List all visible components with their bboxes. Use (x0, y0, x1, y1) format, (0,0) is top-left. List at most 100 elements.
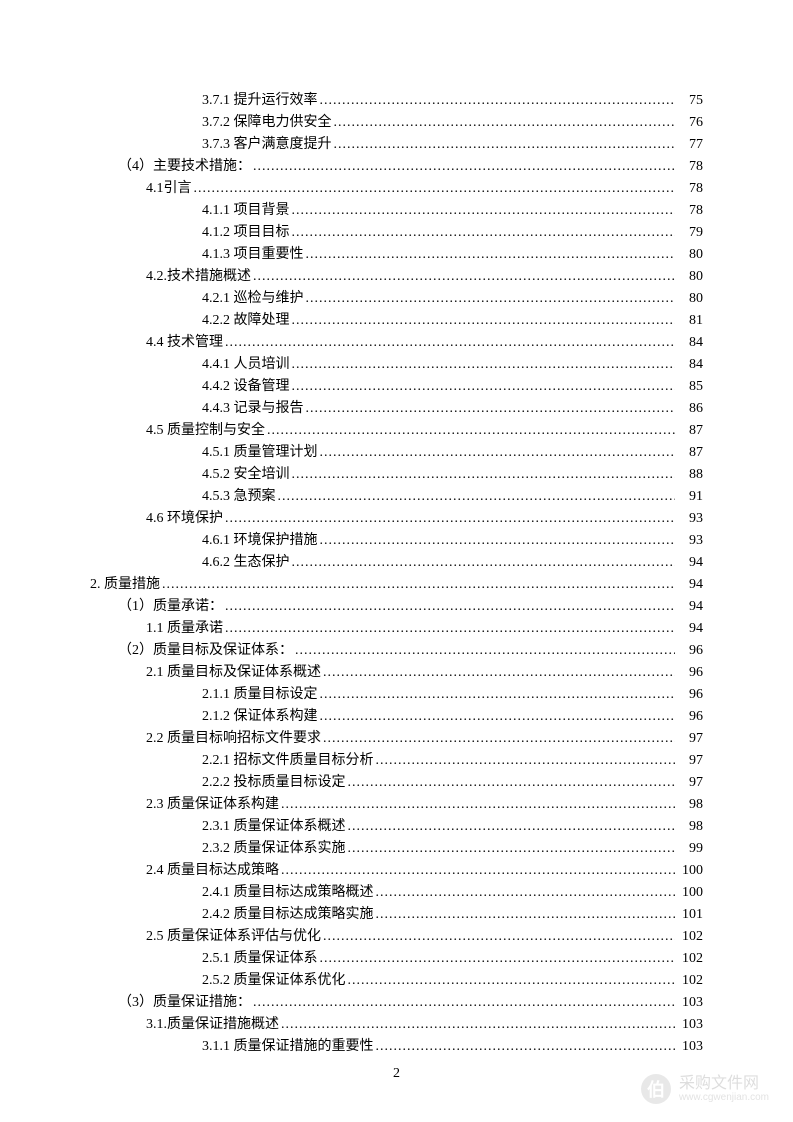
toc-page: 102 (675, 926, 703, 948)
toc-page: 80 (675, 266, 703, 288)
toc-row: 4.5 质量控制与安全87 (90, 420, 703, 442)
toc-label: 2.1.2 保证体系构建 (202, 706, 318, 728)
watermark-icon: 伯 (641, 1074, 671, 1104)
toc-leader-dots (251, 266, 675, 288)
toc-page: 97 (675, 750, 703, 772)
toc-leader-dots (304, 288, 676, 310)
toc-leader-dots (304, 398, 676, 420)
toc-leader-dots (290, 552, 676, 574)
toc-row: 4.5.2 安全培训88 (90, 464, 703, 486)
toc-label: （3）质量保证措施： (118, 992, 251, 1014)
toc-leader-dots (223, 596, 675, 618)
toc-label: 4.2.1 巡检与维护 (202, 288, 304, 310)
toc-row: 3.1.1 质量保证措施的重要性103 (90, 1036, 703, 1058)
toc-leader-dots (374, 1036, 676, 1058)
toc-label: 2.4.1 质量目标达成策略概述 (202, 882, 374, 904)
watermark-text-block: 采购文件网 www.cgwenjian.com (679, 1075, 769, 1104)
toc-label: 4.2.2 故障处理 (202, 310, 290, 332)
toc-row: 2.3.1 质量保证体系概述98 (90, 816, 703, 838)
toc-row: 2.5.1 质量保证体系102 (90, 948, 703, 970)
toc-row: 4.4.2 设备管理85 (90, 376, 703, 398)
toc-label: 2.1 质量目标及保证体系概述 (146, 662, 321, 684)
toc-row: 4.2.1 巡检与维护 80 (90, 288, 703, 310)
watermark-url: www.cgwenjian.com (679, 1092, 769, 1103)
toc-row: 4.6.2 生态保护 94 (90, 552, 703, 574)
toc-leader-dots (223, 332, 675, 354)
toc-page: 91 (675, 486, 703, 508)
toc-page: 87 (675, 442, 703, 464)
toc-leader-dots (318, 530, 676, 552)
toc-page: 86 (675, 398, 703, 420)
toc-label: 2.1.1 质量目标设定 (202, 684, 318, 706)
toc-page: 78 (675, 200, 703, 222)
toc-label: 2.2 质量目标响招标文件要求 (146, 728, 321, 750)
toc-page: 85 (675, 376, 703, 398)
toc-page: 76 (675, 112, 703, 134)
toc-label: 2.3.1 质量保证体系概述 (202, 816, 346, 838)
toc-row: （1）质量承诺： 94 (90, 596, 703, 618)
toc-page: 94 (675, 552, 703, 574)
toc-leader-dots (318, 90, 676, 112)
toc-row: 3.7.1 提升运行效率75 (90, 90, 703, 112)
toc-page: 88 (675, 464, 703, 486)
toc-label: 2.3.2 质量保证体系实施 (202, 838, 346, 860)
toc-row: 4.4 技术管理84 (90, 332, 703, 354)
toc-leader-dots (332, 112, 676, 134)
toc-row: 2.4.2 质量目标达成策略实施101 (90, 904, 703, 926)
toc-label: （2）质量目标及保证体系： (118, 640, 293, 662)
toc-page: 97 (675, 728, 703, 750)
toc-label: 4.4.1 人员培训 (202, 354, 290, 376)
toc-page: 100 (675, 860, 703, 882)
toc-row: 2.3 质量保证体系构建98 (90, 794, 703, 816)
toc-label: （1）质量承诺： (118, 596, 223, 618)
toc-label: 4.6.2 生态保护 (202, 552, 290, 574)
toc-row: 1.1 质量承诺94 (90, 618, 703, 640)
toc-row: 2. 质量措施94 (90, 574, 703, 596)
toc-leader-dots (279, 1014, 675, 1036)
toc-leader-dots (192, 178, 676, 200)
toc-label: 4.5.1 质量管理计划 (202, 442, 318, 464)
toc-row: 3.7.3 客户满意度提升77 (90, 134, 703, 156)
toc-label: 3.7.3 客户满意度提升 (202, 134, 332, 156)
toc-leader-dots (374, 882, 676, 904)
toc-row: 2.2.1 招标文件质量目标分析97 (90, 750, 703, 772)
toc-leader-dots (279, 794, 675, 816)
toc-row: 2.4 质量目标达成策略 100 (90, 860, 703, 882)
toc-page: 96 (675, 640, 703, 662)
toc-row: 4.4.3 记录与报告86 (90, 398, 703, 420)
toc-label: 4.2.技术措施概述 (146, 266, 251, 288)
toc-label: 3.7.2 保障电力供安全 (202, 112, 332, 134)
toc-row: 4.5.3 急预案91 (90, 486, 703, 508)
toc-page: 99 (675, 838, 703, 860)
toc-row: 2.2.2 投标质量目标设定97 (90, 772, 703, 794)
toc-label: 2.4 质量目标达成策略 (146, 860, 279, 882)
toc-row: 2.2 质量目标响招标文件要求 97 (90, 728, 703, 750)
toc-leader-dots (265, 420, 675, 442)
toc-page: 84 (675, 332, 703, 354)
toc-row: 4.1.3 项目重要性80 (90, 244, 703, 266)
toc-leader-dots (374, 904, 676, 926)
watermark-title: 采购文件网 (679, 1075, 769, 1093)
toc-label: 4.1.1 项目背景 (202, 200, 290, 222)
toc-leader-dots (318, 442, 676, 464)
toc-label: 2.2.2 投标质量目标设定 (202, 772, 346, 794)
toc-row: 4.2.技术措施概述 80 (90, 266, 703, 288)
toc-leader-dots (223, 618, 675, 640)
toc-leader-dots (290, 354, 676, 376)
toc-row: （3）质量保证措施：103 (90, 992, 703, 1014)
toc-leader-dots (346, 838, 676, 860)
watermark: 伯 采购文件网 www.cgwenjian.com (641, 1074, 769, 1104)
toc-page: 80 (675, 288, 703, 310)
toc-leader-dots (251, 992, 675, 1014)
toc-row: （4）主要技术措施：78 (90, 156, 703, 178)
toc-label: 4.1.3 项目重要性 (202, 244, 304, 266)
toc-leader-dots (374, 750, 676, 772)
toc-leader-dots (346, 816, 676, 838)
toc-leader-dots (346, 970, 676, 992)
toc-page: 94 (675, 596, 703, 618)
toc-page: 102 (675, 948, 703, 970)
toc-page: 81 (675, 310, 703, 332)
toc-label: 2.5.2 质量保证体系优化 (202, 970, 346, 992)
toc-page: 96 (675, 706, 703, 728)
toc-page: 96 (675, 662, 703, 684)
